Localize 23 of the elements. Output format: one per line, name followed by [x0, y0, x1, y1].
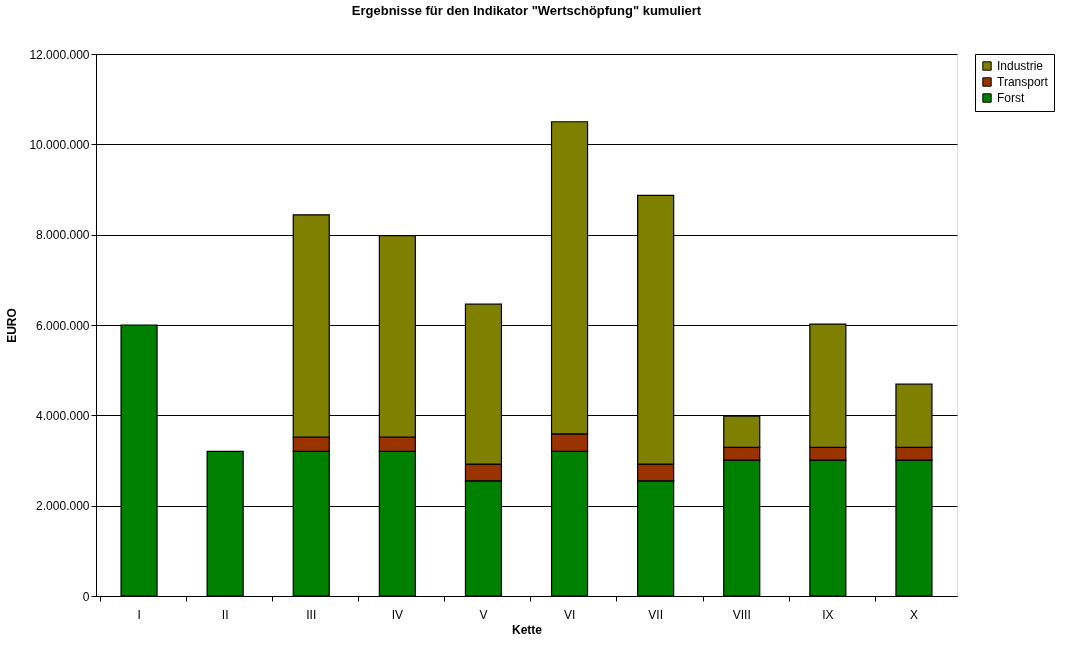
- x-tick-label: VII: [648, 607, 663, 622]
- x-tick-label: VI: [563, 607, 576, 622]
- legend-label: Transport: [997, 75, 1049, 89]
- legend-label: Forst: [997, 91, 1025, 105]
- y-tick-label: 0: [82, 589, 90, 604]
- x-tick-label: X: [909, 607, 918, 622]
- x-tick-label: III: [306, 607, 317, 622]
- x-tick-label: II: [221, 607, 229, 622]
- x-tick-label: V: [479, 607, 488, 622]
- x-axis-title: Kette: [511, 622, 543, 637]
- y-tick-label: 10.000.000: [29, 137, 90, 152]
- y-tick-label: 12.000.000: [29, 47, 90, 62]
- y-tick-label: 2.000.000: [36, 499, 90, 514]
- y-tick-label: 4.000.000: [36, 408, 90, 423]
- x-tick-label: VIII: [732, 607, 751, 622]
- chart-title: Ergebnisse für den Indikator "Wertschöpfung" kumuliert: [351, 3, 702, 18]
- y-tick-label: 6.000.000: [36, 318, 90, 333]
- x-tick-label: I: [137, 607, 141, 622]
- legend-label: Industrie: [997, 59, 1044, 73]
- x-tick-label: IV: [391, 607, 404, 622]
- x-tick-label: IX: [822, 607, 834, 622]
- y-tick-label: 8.000.000: [36, 228, 90, 243]
- y-axis-title: EURO: [5, 308, 20, 343]
